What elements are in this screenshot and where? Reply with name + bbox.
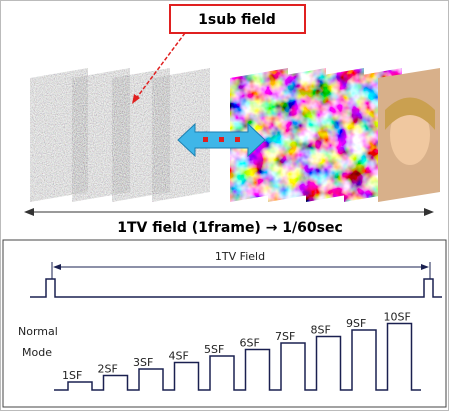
callout-text: 1sub field (198, 12, 276, 28)
subfield-label: 1SF (62, 369, 82, 382)
subfield-label: 2SF (98, 363, 118, 376)
subfield-label: 8SF (311, 324, 331, 337)
subfield-label: 9SF (346, 317, 366, 330)
field-timing (30, 262, 442, 298)
field-label: 1TV Field (215, 250, 265, 263)
subfield-label: 5SF (204, 343, 224, 356)
mode-label: Normal (18, 325, 58, 338)
subfield-pulses (54, 322, 421, 391)
subfield-panels (30, 68, 440, 202)
subfield-label: 4SF (169, 350, 189, 363)
subfield-labels: 1SF 2SF 3SF 4SF 5SF 6SF 7SF 8SF 9SF 10SF (62, 311, 411, 383)
subfield-label: 6SF (240, 337, 260, 350)
continuation-arrow (177, 122, 266, 158)
subfield-label: 7SF (275, 330, 295, 343)
callout: 1sub field (132, 4, 306, 104)
frame-span: 1TV field (1frame) → 1/60sec (24, 208, 434, 236)
subfield-label: 10SF (384, 311, 411, 324)
mode-label: Mode (22, 346, 52, 359)
subfield-label: 3SF (133, 356, 153, 369)
timing-box (2, 239, 447, 408)
frame-caption: 1TV field (1frame) → 1/60sec (117, 220, 343, 236)
